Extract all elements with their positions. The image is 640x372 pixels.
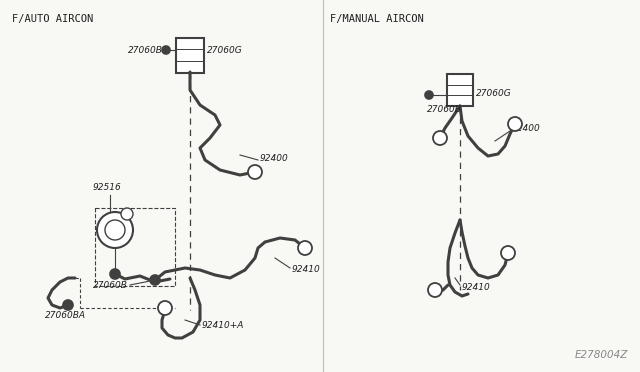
Bar bbox=[447, 74, 473, 106]
Circle shape bbox=[150, 275, 160, 285]
Text: 27060B: 27060B bbox=[128, 45, 163, 55]
Bar bbox=[95, 208, 175, 286]
Text: 27060B: 27060B bbox=[93, 280, 128, 289]
Text: 92410: 92410 bbox=[292, 266, 321, 275]
Text: F/AUTO AIRCON: F/AUTO AIRCON bbox=[12, 14, 93, 24]
Circle shape bbox=[105, 220, 125, 240]
Circle shape bbox=[248, 165, 262, 179]
Text: E278004Z: E278004Z bbox=[575, 350, 628, 360]
Text: 92400: 92400 bbox=[260, 154, 289, 163]
Text: 27060G: 27060G bbox=[476, 89, 512, 97]
Text: 92516: 92516 bbox=[93, 183, 122, 192]
Circle shape bbox=[433, 131, 447, 145]
Circle shape bbox=[158, 301, 172, 315]
Text: 92410+A: 92410+A bbox=[202, 321, 244, 330]
Text: F/MANUAL AIRCON: F/MANUAL AIRCON bbox=[330, 14, 424, 24]
Text: 92410: 92410 bbox=[462, 282, 491, 292]
Circle shape bbox=[508, 117, 522, 131]
Circle shape bbox=[428, 283, 442, 297]
Text: 27060B: 27060B bbox=[427, 105, 462, 113]
Bar bbox=[176, 38, 204, 73]
Circle shape bbox=[425, 91, 433, 99]
Circle shape bbox=[97, 212, 133, 248]
Circle shape bbox=[162, 46, 170, 54]
Text: 92400: 92400 bbox=[512, 124, 541, 132]
Circle shape bbox=[63, 300, 73, 310]
Circle shape bbox=[110, 269, 120, 279]
Circle shape bbox=[121, 208, 133, 220]
Circle shape bbox=[501, 246, 515, 260]
Circle shape bbox=[298, 241, 312, 255]
Text: 27060BA: 27060BA bbox=[45, 311, 86, 320]
Text: 27060G: 27060G bbox=[207, 45, 243, 55]
